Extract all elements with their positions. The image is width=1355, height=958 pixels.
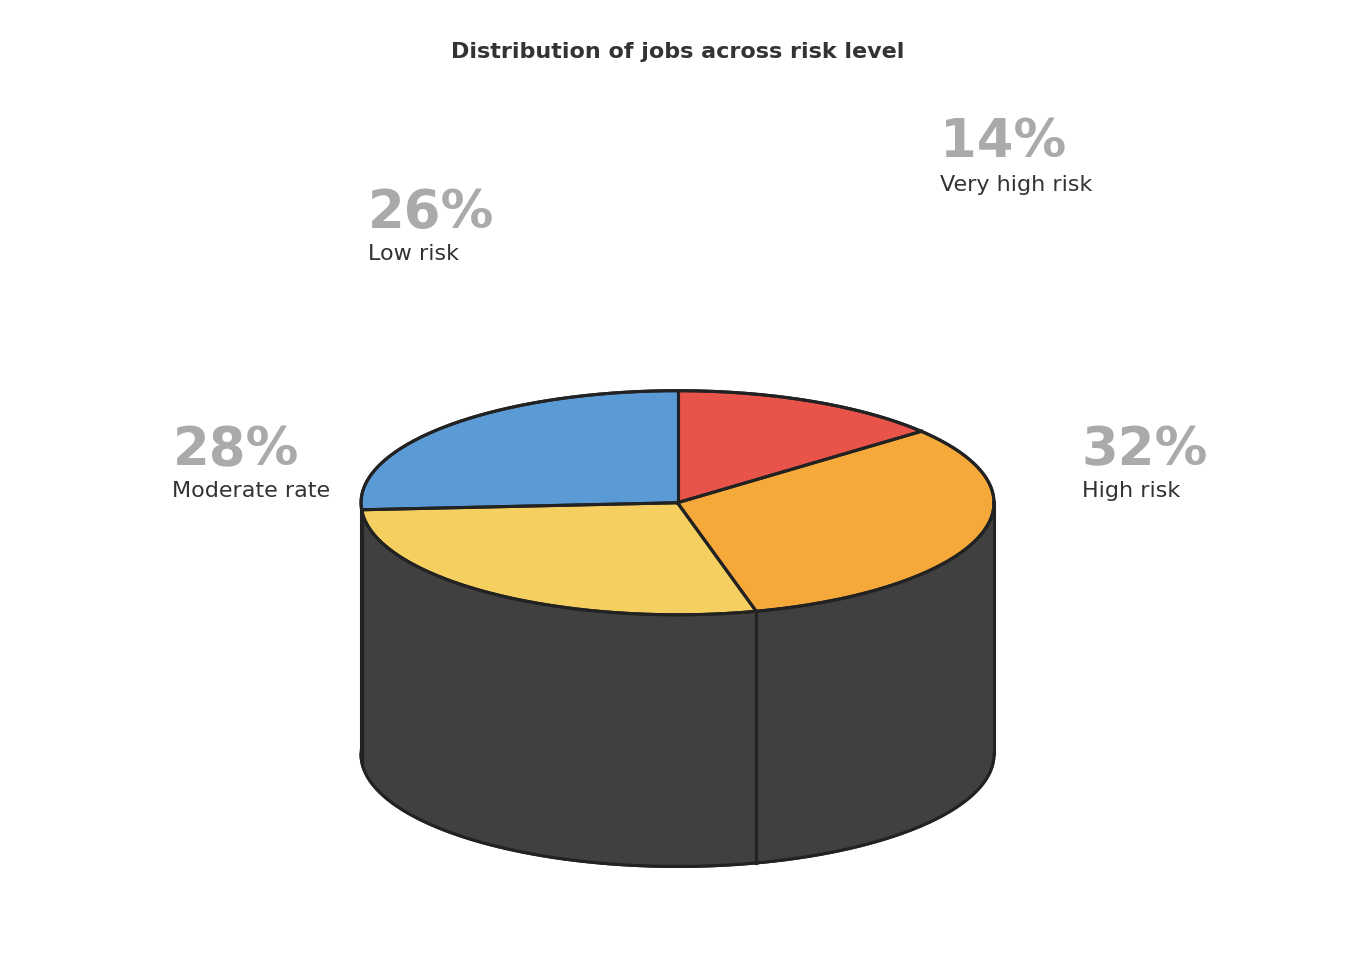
Text: Very high risk: Very high risk bbox=[940, 174, 1092, 194]
Polygon shape bbox=[678, 391, 921, 503]
Text: Moderate rate: Moderate rate bbox=[172, 481, 331, 501]
Polygon shape bbox=[362, 503, 756, 615]
Text: High risk: High risk bbox=[1081, 481, 1180, 501]
Polygon shape bbox=[360, 391, 678, 510]
Text: 14%: 14% bbox=[940, 116, 1066, 168]
Polygon shape bbox=[678, 431, 995, 611]
Text: 26%: 26% bbox=[367, 187, 495, 240]
Text: Low risk: Low risk bbox=[367, 244, 459, 264]
Text: 32%: 32% bbox=[1081, 424, 1207, 476]
Polygon shape bbox=[360, 503, 995, 866]
Text: 28%: 28% bbox=[172, 424, 299, 476]
Polygon shape bbox=[360, 643, 995, 866]
Text: Distribution of jobs across risk level: Distribution of jobs across risk level bbox=[451, 42, 904, 62]
